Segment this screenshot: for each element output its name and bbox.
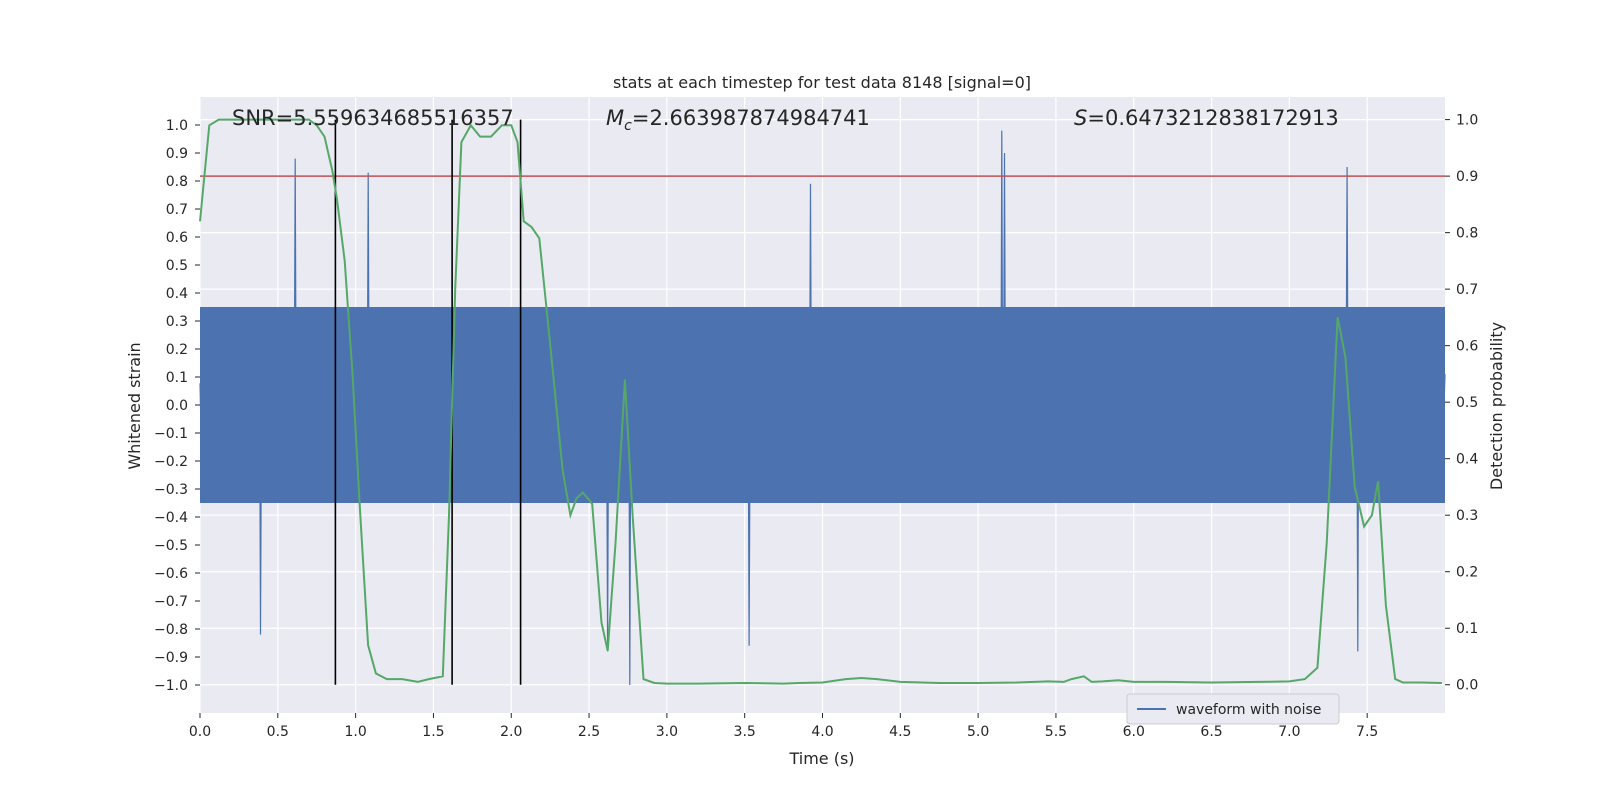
y-right-tick-label: 0.3 (1456, 508, 1478, 524)
left-axis-label: Whitened strain (125, 342, 144, 469)
y-left-tick-label: −0.6 (154, 566, 188, 582)
y-left-tick-label: 0.2 (166, 342, 188, 358)
legend-box (1126, 693, 1340, 725)
y-right-tick-label: 0.5 (1456, 395, 1478, 411)
mc-annotation: Mc=2.663987874984741 (606, 106, 870, 134)
y-left-tick-label: −0.9 (154, 650, 188, 666)
x-tick-label: 6.0 (1123, 724, 1145, 740)
y-right-tick-label: 0.7 (1456, 282, 1478, 298)
x-tick-label: 0.5 (267, 724, 289, 740)
x-tick-label: 6.5 (1200, 724, 1222, 740)
x-tick-label: 5.5 (1045, 724, 1067, 740)
mc-subscript: c (624, 118, 632, 134)
left-axis-ticks: 1.0 0.9 0.8 0.7 0.6 0.5 0.4 0.3 0.2 0.1 0.0 −0.1 −0.… (154, 118, 200, 694)
detection-probability-line (199, 118, 1442, 685)
y-left-tick-label: 0.7 (166, 202, 188, 218)
y-left-tick-label: 0.9 (166, 146, 188, 162)
y-left-tick-label: −0.7 (154, 594, 188, 610)
y-right-tick-label: 0.6 (1456, 339, 1478, 355)
y-right-tick-label: 0.9 (1456, 169, 1478, 185)
y-left-tick-label: 0.1 (166, 370, 188, 386)
x-tick-label: 2.5 (578, 724, 600, 740)
x-axis-label: Time (s) (788, 749, 854, 768)
y-right-tick-label: 1.0 (1456, 113, 1478, 129)
y-right-tick-label: 0.8 (1456, 226, 1478, 242)
x-tick-label: 2.0 (500, 724, 522, 740)
y-right-tick-label: 0.0 (1456, 678, 1478, 694)
x-tick-label: 7.5 (1356, 724, 1378, 740)
s-label: S (1074, 106, 1087, 130)
chart-title: stats at each timestep for test data 814… (613, 73, 1031, 92)
right-axis-ticks: 1.0 0.9 0.8 0.7 0.6 0.5 0.4 0.3 0.2 0.1 0.0 (1445, 113, 1478, 694)
waveform-line (199, 130, 1446, 686)
x-tick-label: 5.0 (967, 724, 989, 740)
y-left-tick-label: 0.3 (166, 314, 188, 330)
right-axis-label: Detection probability (1487, 322, 1506, 490)
y-left-tick-label: −1.0 (154, 678, 188, 694)
x-tick-label: 1.5 (422, 724, 444, 740)
y-right-tick-label: 0.4 (1456, 452, 1478, 468)
y-right-tick-label: 0.2 (1456, 565, 1478, 581)
legend: waveform with noise (1126, 693, 1340, 725)
y-right-tick-label: 0.1 (1456, 621, 1478, 637)
y-left-tick-label: −0.5 (154, 538, 188, 554)
y-left-tick-label: 0.6 (166, 230, 188, 246)
x-tick-label: 1.0 (344, 724, 366, 740)
y-left-tick-label: −0.4 (154, 510, 188, 526)
snr-value: 5.559634685516357 (293, 106, 513, 130)
x-tick-label: 4.5 (889, 724, 911, 740)
y-left-tick-label: 0.5 (166, 258, 188, 274)
x-tick-label: 4.0 (811, 724, 833, 740)
snr-label: SNR (232, 106, 276, 130)
x-tick-label: 3.0 (656, 724, 678, 740)
x-tick-label: 0.0 (189, 724, 211, 740)
waveform-series (199, 130, 1446, 686)
x-axis-ticks: 0.0 0.5 1.0 1.5 2.0 2.5 3.0 3.5 4.0 4.5 5.0 5.5 6.0 6… (189, 713, 1378, 740)
y-left-tick-label: −0.2 (154, 454, 188, 470)
y-left-tick-label: 0.4 (166, 286, 188, 302)
y-left-tick-label: 0.0 (166, 398, 188, 414)
legend-entry: waveform with noise (1176, 702, 1321, 718)
y-left-tick-label: −0.8 (154, 622, 188, 638)
s-annotation: S=0.6473212838172913 (1074, 106, 1339, 130)
snr-annotation: SNR=5.559634685516357 (232, 106, 514, 130)
x-tick-label: 3.5 (734, 724, 756, 740)
y-left-tick-label: 0.8 (166, 174, 188, 190)
y-left-tick-label: −0.3 (154, 482, 188, 498)
y-left-tick-label: 1.0 (166, 118, 188, 134)
y-left-tick-label: −0.1 (154, 426, 188, 442)
x-tick-label: 7.0 (1278, 724, 1300, 740)
s-value: 0.6473212838172913 (1105, 106, 1339, 130)
mc-label: M (606, 106, 624, 130)
mc-value: 2.663987874984741 (649, 106, 869, 130)
